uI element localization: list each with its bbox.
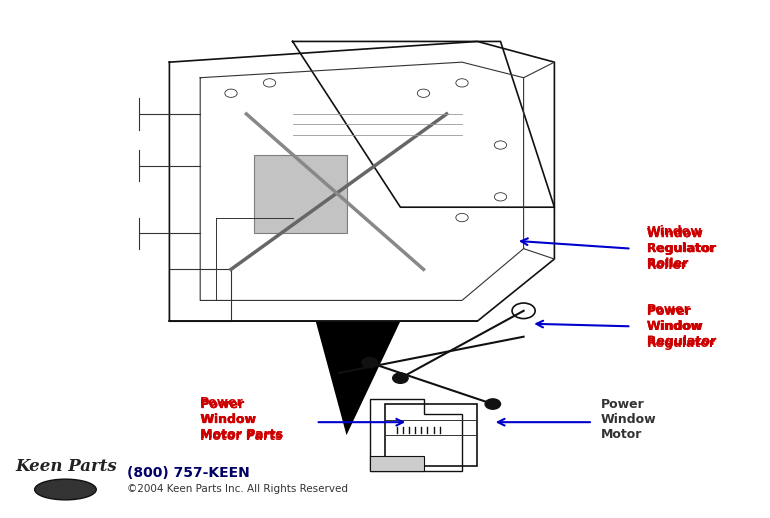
Polygon shape <box>370 456 424 471</box>
Text: Power
Window
Motor Parts: Power Window Motor Parts <box>200 396 283 443</box>
Text: Power
Window
Regulator: Power Window Regulator <box>647 303 716 350</box>
Text: ©2004 Keen Parts Inc. All Rights Reserved: ©2004 Keen Parts Inc. All Rights Reserve… <box>127 484 348 494</box>
Text: Keen Parts: Keen Parts <box>15 458 117 476</box>
Circle shape <box>362 357 377 368</box>
Text: Power
Window
Regulator: Power Window Regulator <box>647 305 716 348</box>
Text: Window
Regulator
Roller: Window Regulator Roller <box>647 227 716 270</box>
Text: (800) 757-KEEN: (800) 757-KEEN <box>127 466 249 480</box>
Text: Window
Regulator
Roller: Window Regulator Roller <box>647 225 716 272</box>
Circle shape <box>485 399 501 409</box>
Polygon shape <box>316 321 400 435</box>
Polygon shape <box>254 155 346 233</box>
Ellipse shape <box>35 479 96 500</box>
Text: Power
Window
Motor: Power Window Motor <box>601 398 656 441</box>
Text: Power
Window
Motor Parts: Power Window Motor Parts <box>200 398 283 441</box>
Circle shape <box>393 373 408 383</box>
